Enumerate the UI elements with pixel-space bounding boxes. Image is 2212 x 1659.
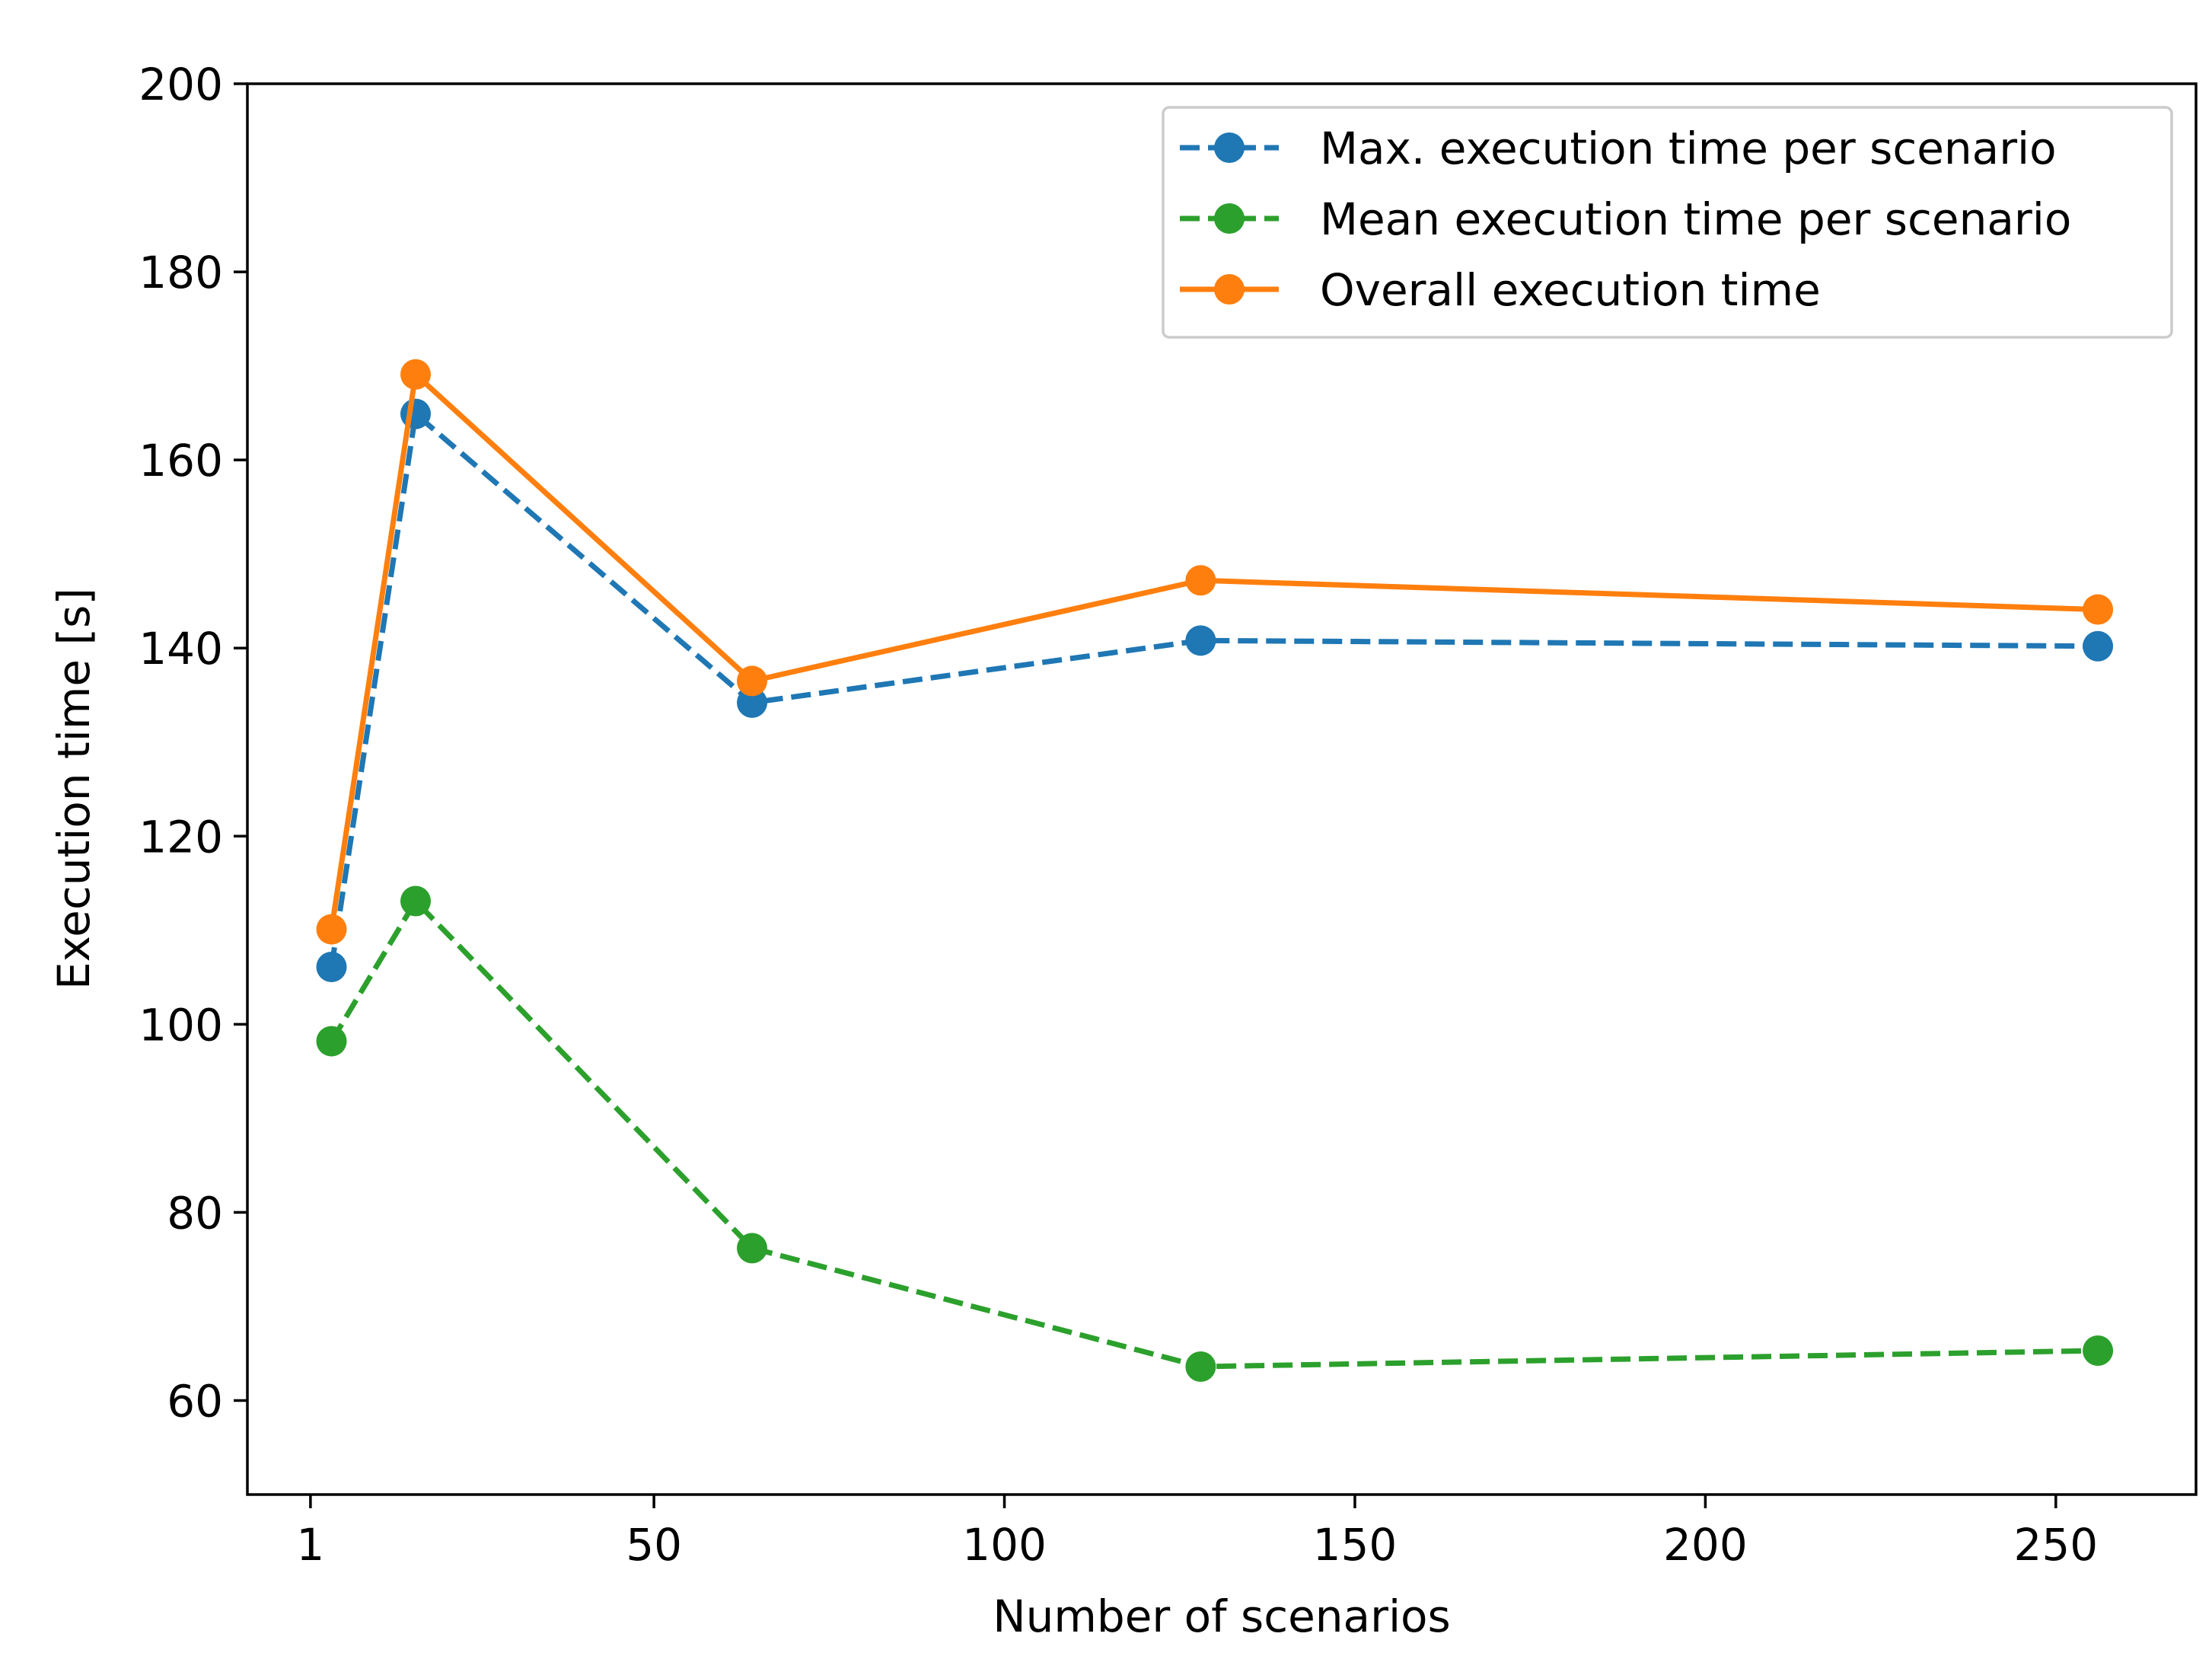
series-mean-execution-time-per-scenario [316,885,2114,1382]
legend-marker [1214,274,1245,305]
series-max-execution-time-per-scenario [316,398,2114,982]
plot-series [316,359,2114,1382]
data-point [316,951,347,982]
y-tick-label: 140 [139,623,223,675]
y-tick-label: 120 [139,811,223,863]
legend-marker [1214,132,1245,163]
y-axis-label: Execution time [s] [48,588,100,990]
y-tick-label: 60 [167,1375,223,1427]
y-tick-label: 200 [139,59,223,110]
legend-label: Overall execution time [1320,264,1821,316]
data-point [737,687,768,718]
legend-label: Mean execution time per scenario [1320,193,2071,245]
y-axis: 60 80 100 120 140 160 180 200 [139,59,247,1427]
plot-frame [246,82,2198,1496]
data-point [2083,1335,2114,1366]
data-point [1185,565,1216,596]
y-tick-label: 180 [139,247,223,298]
x-tick-label: 250 [2013,1519,2098,1571]
series-overall-execution-time [316,359,2114,945]
data-point [737,1233,768,1264]
data-point [737,665,768,697]
data-point [316,914,347,945]
data-point [400,398,432,429]
data-point [316,1026,347,1057]
data-point [1185,625,1216,656]
x-axis: 1 50 100 150 200 250 [296,1495,2098,1571]
x-tick-label: 100 [962,1519,1047,1571]
x-tick-label: 1 [296,1519,324,1571]
data-point [1185,1351,1216,1382]
legend-item-mean-execution-time-per-scenario: Mean execution time per scenario [1180,193,2071,245]
legend-item-overall-execution-time: Overall execution time [1180,264,1821,316]
legend-item-max-execution-time-per-scenario: Max. execution time per scenario [1180,123,2057,174]
data-point [400,885,432,917]
series-line [329,898,2099,1370]
data-point [400,359,432,390]
legend-box [1162,106,2173,339]
data-point [2083,630,2114,662]
data-point [2083,594,2114,625]
y-tick-label: 100 [139,999,223,1051]
legend: Max. execution time per scenario Mean exe… [1162,106,2173,339]
y-tick-label: 80 [167,1187,223,1239]
legend-marker [1214,203,1245,234]
legend-label: Max. execution time per scenario [1320,123,2057,174]
x-axis-label: Number of scenarios [993,1590,1451,1642]
x-tick-label: 200 [1663,1519,1748,1571]
x-tick-label: 150 [1313,1519,1398,1571]
y-tick-label: 160 [139,435,223,487]
x-tick-label: 50 [626,1519,682,1571]
